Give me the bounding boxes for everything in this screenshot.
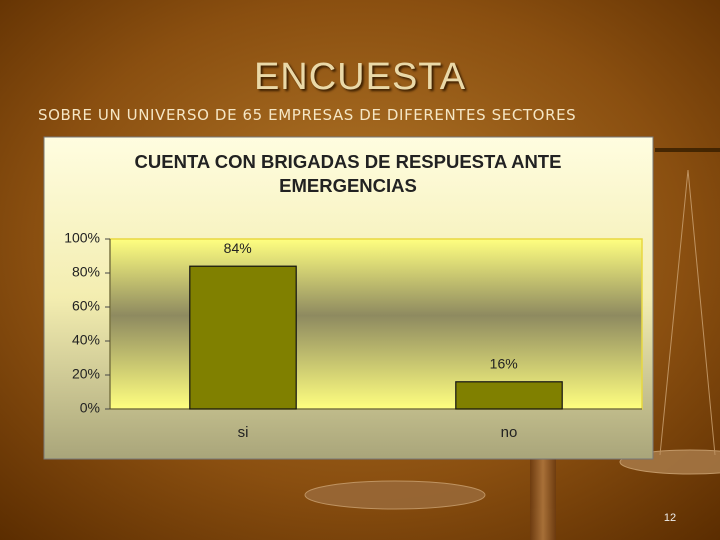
bar xyxy=(189,265,297,410)
x-tick-label: si xyxy=(238,424,249,441)
y-tick-label: 60% xyxy=(72,298,100,314)
x-tick-label: no xyxy=(501,424,518,441)
y-tick-label: 20% xyxy=(72,366,100,382)
bar xyxy=(455,381,563,410)
scale-decoration xyxy=(304,148,720,540)
value-label: 84% xyxy=(224,240,252,256)
chart-title: CUENTA CON BRIGADAS DE RESPUESTA ANTE EM… xyxy=(134,151,562,196)
slide-subtitle: SOBRE UN UNIVERSO DE 65 EMPRESAS DE DIFE… xyxy=(38,106,577,124)
value-label: 16% xyxy=(490,356,518,372)
slide-title: ENCUESTA xyxy=(253,56,467,98)
page-number: 12 xyxy=(663,512,677,524)
y-tick-label: 80% xyxy=(72,264,100,280)
y-tick-label: 0% xyxy=(80,400,100,416)
y-tick-label: 40% xyxy=(72,332,100,348)
y-tick-label: 100% xyxy=(64,230,100,246)
